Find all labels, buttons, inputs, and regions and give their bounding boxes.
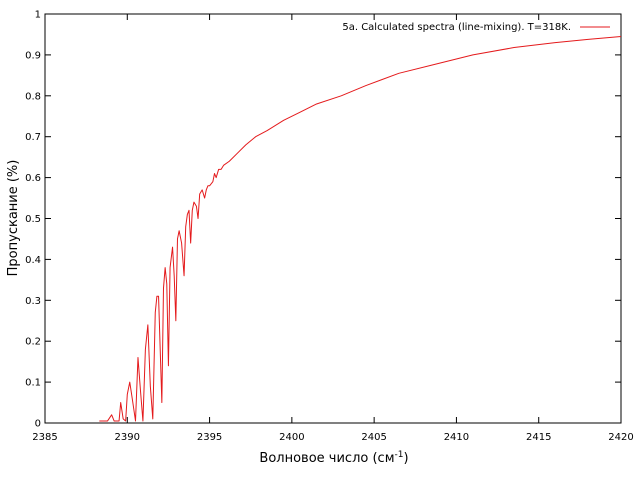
series-layer xyxy=(99,36,622,422)
x-tick-label: 2395 xyxy=(197,432,222,443)
y-tick-label: 0.4 xyxy=(25,255,41,266)
y-axis-title: Пропускание (%) xyxy=(6,160,21,277)
x-tick-label: 2405 xyxy=(361,432,386,443)
x-axis-title: Волновое число (см-1) xyxy=(259,450,408,466)
y-tick-label: 0.6 xyxy=(25,173,41,184)
x-tick-label: 2385 xyxy=(32,432,57,443)
x-axis-title-end: ) xyxy=(403,451,408,466)
y-tick-label: 0.8 xyxy=(25,91,41,102)
axis-ticks: 2385 2390 2395 2400 2405 2410 2415 2420 0 0.1 0.2 0… xyxy=(25,10,634,444)
x-tick-label: 2400 xyxy=(279,432,304,443)
y-tick-label: 0.7 xyxy=(25,132,41,143)
legend-label: 5a. Calculated spectra (line-mixing). T=… xyxy=(342,22,571,33)
plot-frame xyxy=(44,13,622,424)
y-tick-label: 0 xyxy=(35,419,41,430)
y-tick-label: 0.1 xyxy=(25,378,41,389)
series-line-0 xyxy=(99,36,622,422)
x-tick-label: 2420 xyxy=(608,432,633,443)
x-axis-title-main: Волновое число (см xyxy=(259,451,394,466)
x-tick-label: 2415 xyxy=(526,432,551,443)
x-axis-title-superscript: -1 xyxy=(395,450,404,460)
y-tick-label: 0.2 xyxy=(25,337,41,348)
y-tick-label: 0.9 xyxy=(25,50,41,61)
y-tick-label: 1 xyxy=(35,10,41,21)
x-tick-label: 2410 xyxy=(444,432,469,443)
legend: 5a. Calculated spectra (line-mixing). T=… xyxy=(342,22,610,33)
y-tick-label: 0.3 xyxy=(25,296,41,307)
x-tick-label: 2390 xyxy=(115,432,140,443)
y-tick-label: 0.5 xyxy=(25,214,41,225)
